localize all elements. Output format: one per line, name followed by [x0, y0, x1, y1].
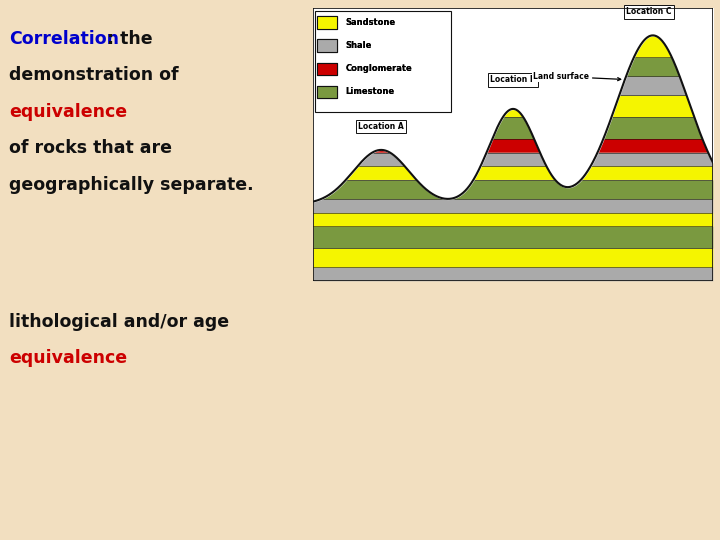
Text: Conglomerate: Conglomerate: [345, 64, 412, 73]
Text: Sandstone: Sandstone: [345, 18, 395, 27]
Text: demonstration of: demonstration of: [9, 66, 185, 84]
Bar: [318, 86, 337, 98]
Text: Shale: Shale: [345, 41, 372, 50]
Text: Land surface: Land surface: [533, 72, 621, 81]
Bar: [318, 39, 337, 52]
Text: equivalence: equivalence: [9, 103, 127, 120]
Text: Shale: Shale: [345, 41, 372, 50]
Bar: [318, 63, 337, 75]
Text: geographically separate.: geographically separate.: [9, 176, 254, 193]
Bar: [318, 63, 337, 75]
Bar: [318, 86, 337, 98]
Bar: [318, 39, 337, 52]
Bar: [318, 16, 337, 29]
Text: Correlation: Correlation: [9, 30, 120, 48]
Text: lithological and/or age: lithological and/or age: [9, 313, 230, 331]
Text: Location A: Location A: [359, 122, 404, 131]
Text: Conglomerate: Conglomerate: [345, 64, 412, 73]
Text: Limestone: Limestone: [345, 87, 395, 97]
Text: Location B: Location B: [490, 76, 536, 84]
Text: Sandstone: Sandstone: [345, 18, 395, 27]
Text: : the: : the: [107, 30, 152, 48]
Text: Limestone: Limestone: [345, 87, 395, 97]
Bar: [315, 11, 451, 112]
Text: Location C: Location C: [626, 7, 672, 16]
Text: of rocks that are: of rocks that are: [9, 139, 172, 157]
Text: equivalence: equivalence: [9, 349, 127, 367]
Bar: [318, 16, 337, 29]
